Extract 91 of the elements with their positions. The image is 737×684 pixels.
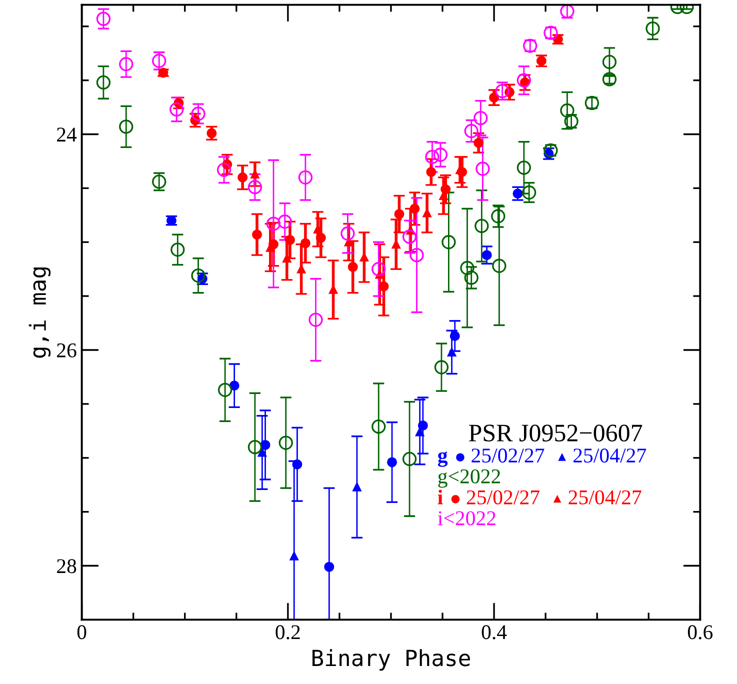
x-axis-title: Binary Phase xyxy=(312,649,470,671)
point xyxy=(170,242,185,257)
point xyxy=(206,128,217,138)
point xyxy=(378,281,389,292)
point xyxy=(460,260,474,276)
point xyxy=(308,312,323,327)
point xyxy=(402,452,417,466)
point xyxy=(489,92,500,103)
point xyxy=(248,440,262,454)
point xyxy=(258,448,266,457)
point xyxy=(464,270,478,285)
point xyxy=(292,459,302,470)
text: i<2022 xyxy=(438,511,496,526)
point xyxy=(96,75,111,90)
point xyxy=(372,420,386,434)
point xyxy=(266,216,281,231)
point xyxy=(316,232,326,243)
series-label: g<2022 xyxy=(438,469,500,488)
point xyxy=(410,204,420,214)
point xyxy=(229,380,240,391)
point xyxy=(298,170,313,184)
point xyxy=(394,209,404,220)
point xyxy=(260,440,270,450)
point xyxy=(191,268,206,283)
point xyxy=(495,84,510,98)
x-tick-label: 0.4 xyxy=(482,625,507,640)
point xyxy=(522,185,536,200)
point xyxy=(324,562,334,572)
point xyxy=(450,330,460,341)
legend-label: 25/04/27 xyxy=(573,448,646,463)
point xyxy=(191,106,206,121)
point xyxy=(516,160,532,175)
point xyxy=(433,148,448,162)
y-tick-label: 26 xyxy=(57,343,76,358)
point xyxy=(434,360,449,374)
point xyxy=(152,174,166,189)
point xyxy=(492,258,506,273)
x-tick-label: 0 xyxy=(77,625,86,640)
point xyxy=(119,120,134,134)
x-tick-label: 0.6 xyxy=(688,625,713,640)
point xyxy=(340,226,355,241)
point xyxy=(284,234,295,245)
point xyxy=(387,457,398,468)
point xyxy=(602,54,617,70)
point xyxy=(560,103,574,118)
point xyxy=(474,138,484,148)
point xyxy=(352,482,362,492)
point xyxy=(348,262,358,272)
point xyxy=(474,218,489,234)
point xyxy=(218,382,232,398)
point xyxy=(512,188,523,199)
legend-label: 25/02/27 xyxy=(466,490,540,504)
point xyxy=(278,436,293,450)
point xyxy=(474,110,488,126)
point xyxy=(476,162,490,176)
point xyxy=(416,428,424,436)
y-tick-label: 28 xyxy=(57,559,76,574)
point xyxy=(300,238,310,248)
point xyxy=(425,150,440,164)
point xyxy=(96,12,111,26)
y-tick-label: 24 xyxy=(57,128,77,142)
point xyxy=(410,248,424,262)
point xyxy=(238,172,248,182)
point xyxy=(119,57,134,72)
point xyxy=(440,184,451,194)
point xyxy=(252,230,262,240)
point xyxy=(491,209,506,224)
point xyxy=(282,254,292,263)
legend-label: 25/04/27 xyxy=(568,490,642,504)
y-axis-title: g,i mag xyxy=(28,267,51,358)
point xyxy=(482,250,492,260)
x-tick-label: 0.2 xyxy=(276,625,300,640)
point xyxy=(464,124,478,138)
point xyxy=(447,348,456,356)
point xyxy=(278,214,292,229)
point xyxy=(290,552,298,560)
annotation: i xyxy=(438,490,443,504)
legend-label: 25/02/27 xyxy=(472,448,544,463)
point xyxy=(442,235,456,250)
point xyxy=(372,262,386,276)
legend-title: PSR J0952−0607 xyxy=(468,424,642,442)
point xyxy=(516,73,532,88)
point xyxy=(426,167,436,178)
point xyxy=(170,102,184,117)
point xyxy=(418,420,428,431)
point xyxy=(422,208,432,218)
point xyxy=(152,54,166,68)
point xyxy=(646,21,660,36)
annotation: g xyxy=(438,452,448,467)
point xyxy=(402,230,417,244)
point xyxy=(216,162,232,177)
